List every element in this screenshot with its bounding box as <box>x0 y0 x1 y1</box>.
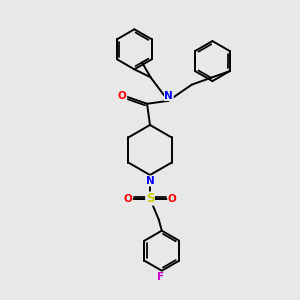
Text: O: O <box>118 91 127 100</box>
Text: O: O <box>168 194 176 204</box>
Text: N: N <box>146 176 154 186</box>
Text: O: O <box>124 194 132 204</box>
Text: F: F <box>157 272 164 282</box>
Text: N: N <box>164 91 173 100</box>
Text: S: S <box>146 192 154 205</box>
